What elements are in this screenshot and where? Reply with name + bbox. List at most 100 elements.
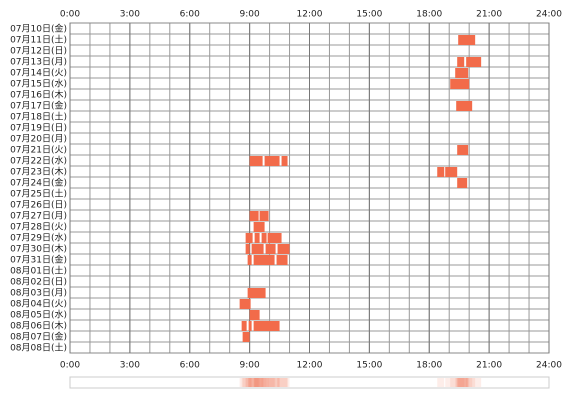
x-tick-label-top: 21:00 [476, 10, 502, 20]
heat-mark [276, 378, 288, 387]
heat-mark [253, 378, 265, 387]
row-label: 07月14日(火) [10, 68, 67, 79]
activity-bar [457, 145, 469, 155]
activity-bar [253, 222, 265, 232]
activity-bar [457, 178, 468, 188]
activity-bar [241, 321, 247, 331]
activity-bar [254, 233, 260, 243]
row-label: 07月23日(木) [10, 166, 67, 178]
row-label: 07月16日(木) [10, 89, 67, 101]
row-label: 07月24日(金) [10, 177, 67, 189]
x-tick-label-top: 24:00 [536, 10, 562, 20]
activity-bar [248, 321, 252, 331]
x-tick-label-bottom: 12:00 [297, 361, 323, 371]
row-label: 08月07日(金) [10, 331, 67, 343]
activity-bar [239, 299, 251, 309]
heat-mark [265, 378, 276, 387]
heat-mark [457, 378, 465, 387]
heat-mark [242, 378, 250, 387]
heat-strip [69, 376, 550, 389]
row-label: 08月04日(火) [10, 299, 67, 310]
activity-bar [261, 233, 267, 243]
activity-bar [450, 79, 470, 89]
activity-bar [458, 35, 476, 45]
row-label: 07月10日(金) [10, 23, 67, 35]
heat-mark [253, 378, 280, 387]
activity-bar [457, 57, 465, 67]
heat-mark [241, 378, 247, 387]
activity-bar [247, 288, 266, 298]
heat-mark [277, 378, 290, 387]
activity-bar [259, 211, 269, 221]
row-label: 07月21日(火) [10, 145, 67, 156]
x-tick-label-bottom: 0:00 [60, 361, 80, 371]
row-label: 07月27日(月) [10, 211, 67, 222]
heat-mark [259, 378, 269, 387]
row-label: 07月26日(日) [10, 200, 67, 211]
x-tick-label-top: 15:00 [356, 10, 382, 20]
activity-bar [437, 167, 445, 177]
heat-mark [239, 378, 251, 387]
heat-mark [445, 378, 458, 387]
heat-mark [247, 378, 266, 387]
row-label: 07月15日(水) [10, 78, 67, 90]
activity-bar [277, 244, 290, 254]
row-label: 07月30日(木) [10, 243, 67, 255]
activity-bar [281, 156, 288, 166]
row-label: 07月13日(月) [10, 57, 67, 68]
row-label: 07月29日(水) [10, 232, 67, 244]
row-label: 07月17日(金) [10, 100, 67, 112]
heat-mark [267, 378, 282, 387]
activity-bar [242, 332, 250, 342]
heat-mark [251, 378, 264, 387]
activity-bar [276, 255, 288, 265]
activity-bar [245, 233, 253, 243]
heat-mark [261, 378, 267, 387]
activity-bar [253, 321, 280, 331]
activity-bar [251, 244, 264, 254]
heat-mark [254, 378, 260, 387]
x-tick-label-bottom: 3:00 [120, 361, 140, 371]
row-label: 08月08日(土) [10, 342, 67, 354]
x-tick-label-bottom: 15:00 [356, 361, 382, 371]
heat-mark [264, 378, 280, 387]
heat-mark [281, 378, 288, 387]
row-label: 07月31日(金) [10, 254, 67, 266]
heat-mark [456, 378, 473, 387]
x-tick-label-bottom: 6:00 [180, 361, 200, 371]
heat-mark [455, 378, 469, 387]
x-tick-label-bottom: 24:00 [536, 361, 562, 371]
row-label: 07月12日(日) [10, 46, 67, 57]
heat-mark [249, 378, 259, 387]
heat-mark [457, 378, 468, 387]
row-label: 08月05日(水) [10, 309, 67, 321]
heat-mark [253, 378, 275, 387]
heat-mark [249, 378, 263, 387]
row-label: 07月22日(水) [10, 155, 67, 167]
heat-mark [247, 378, 252, 387]
heat-mark [466, 378, 482, 387]
row-label: 07月11日(土) [10, 34, 67, 46]
activity-bar [267, 233, 282, 243]
x-tick-label-bottom: 21:00 [476, 361, 502, 371]
activity-bar [445, 167, 458, 177]
row-label: 08月06日(木) [10, 320, 67, 332]
heat-mark [457, 378, 469, 387]
row-label: 07月19日(日) [10, 123, 67, 134]
activity-bar [265, 244, 276, 254]
x-tick-label-top: 9:00 [240, 10, 260, 20]
heat-mark [248, 378, 252, 387]
activity-bar [455, 68, 469, 78]
heat-mark [245, 378, 250, 387]
row-label: 07月28日(火) [10, 222, 67, 233]
activity-bar [249, 156, 263, 166]
row-label: 07月20日(月) [10, 134, 67, 145]
x-tick-label-bottom: 18:00 [416, 361, 442, 371]
heat-mark [249, 378, 260, 387]
x-tick-label-top: 18:00 [416, 10, 442, 20]
activity-bar [249, 211, 259, 221]
x-tick-label-top: 12:00 [297, 10, 323, 20]
heat-mark [437, 378, 445, 387]
activity-bar [249, 310, 260, 320]
activity-bar [245, 244, 250, 254]
